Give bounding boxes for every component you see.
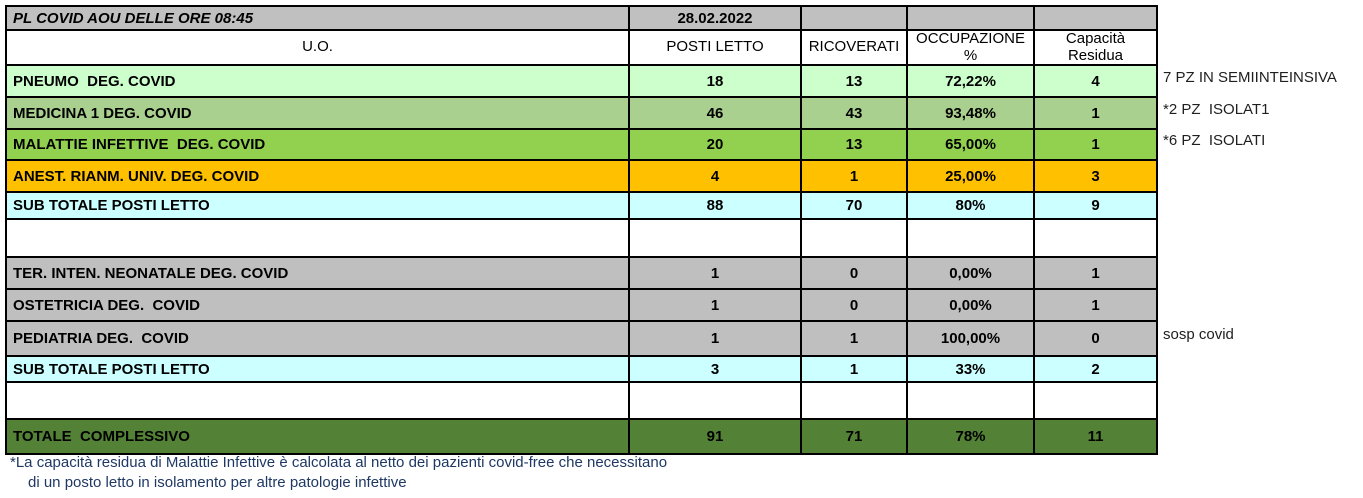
report-title: PL COVID AOU DELLE ORE 08:45 — [5, 5, 630, 31]
table-row-pneumo: PNEUMO DEG. COVID 18 13 72,22% 4 — [5, 64, 1158, 98]
col-header-capacita-residua: Capacità Residua — [1033, 29, 1158, 66]
spacer-row — [5, 381, 1158, 420]
ricoverati-value: 1 — [800, 159, 908, 193]
table-row-totale: TOTALE COMPLESSIVO 91 71 78% 11 — [5, 418, 1158, 455]
footnote: *La capacità residua di Malattie Infetti… — [10, 453, 667, 493]
col-header-ricoverati: RICOVERATI — [800, 29, 908, 66]
uo-label: PNEUMO DEG. COVID — [5, 64, 630, 98]
title-spacer-cell — [800, 5, 908, 31]
posti-letto-value: 88 — [628, 191, 802, 220]
uo-label: ANEST. RIANM. UNIV. DEG. COVID — [5, 159, 630, 193]
annotation-medicina: *2 PZ ISOLAT1 — [1163, 100, 1270, 118]
posti-letto-value: 1 — [628, 320, 802, 357]
annotation-pediatria: sosp covid — [1163, 326, 1234, 343]
capacita-residua-value: 2 — [1033, 355, 1158, 383]
posti-letto-value: 46 — [628, 96, 802, 130]
col-header-occupazione: OCCUPAZIONE % — [906, 29, 1035, 66]
posti-letto-value: 1 — [628, 256, 802, 290]
uo-label: MALATTIE INFETTIVE DEG. COVID — [5, 128, 630, 161]
capacita-residua-value: 9 — [1033, 191, 1158, 220]
occupazione-value: 72,22% — [906, 64, 1035, 98]
occupazione-value: 0,00% — [906, 256, 1035, 290]
uo-label: PEDIATRIA DEG. COVID — [5, 320, 630, 357]
ricoverati-value: 1 — [800, 320, 908, 357]
ricoverati-value: 0 — [800, 288, 908, 322]
ricoverati-value: 43 — [800, 96, 908, 130]
table-row-malattie: MALATTIE INFETTIVE DEG. COVID 20 13 65,0… — [5, 128, 1158, 161]
capacita-residua-value: 11 — [1033, 418, 1158, 455]
uo-label: TOTALE COMPLESSIVO — [5, 418, 630, 455]
table-row-subtotale-2: SUB TOTALE POSTI LETTO 3 1 33% 2 — [5, 355, 1158, 383]
table-row-medicina: MEDICINA 1 DEG. COVID 46 43 93,48% 1 — [5, 96, 1158, 130]
annotation-pneumo: 7 PZ IN SEMIINTEINSIVA — [1163, 68, 1337, 86]
occupazione-value: 65,00% — [906, 128, 1035, 161]
title-spacer-cell — [906, 5, 1035, 31]
occupazione-value: 0,00% — [906, 288, 1035, 322]
footnote-line-1: *La capacità residua di Malattie Infetti… — [10, 454, 668, 471]
table-row-anest: ANEST. RIANM. UNIV. DEG. COVID 4 1 25,00… — [5, 159, 1158, 193]
table-row-pediatria: PEDIATRIA DEG. COVID 1 1 100,00% 0 — [5, 320, 1158, 357]
ricoverati-value: 1 — [800, 355, 908, 383]
posti-letto-value: 1 — [628, 288, 802, 322]
annotation-malattie: *6 PZ ISOLATI — [1163, 132, 1266, 149]
uo-label: TER. INTEN. NEONATALE DEG. COVID — [5, 256, 630, 290]
ricoverati-value: 70 — [800, 191, 908, 220]
occupazione-value: 93,48% — [906, 96, 1035, 130]
posti-letto-value: 18 — [628, 64, 802, 98]
covid-bed-table: PL COVID AOU DELLE ORE 08:45 28.02.2022 … — [5, 5, 1158, 455]
ricoverati-value: 13 — [800, 64, 908, 98]
occupazione-value: 100,00% — [906, 320, 1035, 357]
uo-label: OSTETRICIA DEG. COVID — [5, 288, 630, 322]
capacita-residua-value: 1 — [1033, 288, 1158, 322]
posti-letto-value: 20 — [628, 128, 802, 161]
uo-label: SUB TOTALE POSTI LETTO — [5, 355, 630, 383]
posti-letto-value: 4 — [628, 159, 802, 193]
col-header-posti-letto: POSTI LETTO — [628, 29, 802, 66]
ricoverati-value: 0 — [800, 256, 908, 290]
occupazione-value: 78% — [906, 418, 1035, 455]
column-header-row: U.O. POSTI LETTO RICOVERATI OCCUPAZIONE … — [5, 29, 1158, 66]
col-header-uo: U.O. — [5, 29, 630, 66]
table-row-ostetricia: OSTETRICIA DEG. COVID 1 0 0,00% 1 — [5, 288, 1158, 322]
spacer-row — [5, 218, 1158, 258]
occupazione-value: 25,00% — [906, 159, 1035, 193]
occupazione-value: 80% — [906, 191, 1035, 220]
capacita-residua-value: 1 — [1033, 256, 1158, 290]
capacita-residua-value: 1 — [1033, 128, 1158, 161]
capacita-residua-value: 0 — [1033, 320, 1158, 357]
table-row-ter-neonatale: TER. INTEN. NEONATALE DEG. COVID 1 0 0,0… — [5, 256, 1158, 290]
capacita-residua-value: 1 — [1033, 96, 1158, 130]
title-row: PL COVID AOU DELLE ORE 08:45 28.02.2022 — [5, 5, 1158, 31]
posti-letto-value: 3 — [628, 355, 802, 383]
uo-label: MEDICINA 1 DEG. COVID — [5, 96, 630, 130]
occupazione-value: 33% — [906, 355, 1035, 383]
capacita-residua-value: 3 — [1033, 159, 1158, 193]
uo-label: SUB TOTALE POSTI LETTO — [5, 191, 630, 220]
title-spacer-cell — [1033, 5, 1158, 31]
capacita-residua-value: 4 — [1033, 64, 1158, 98]
posti-letto-value: 91 — [628, 418, 802, 455]
ricoverati-value: 13 — [800, 128, 908, 161]
report-date: 28.02.2022 — [628, 5, 802, 31]
ricoverati-value: 71 — [800, 418, 908, 455]
footnote-line-2: di un posto letto in isolamento per altr… — [28, 474, 407, 491]
table-row-subtotale-1: SUB TOTALE POSTI LETTO 88 70 80% 9 — [5, 191, 1158, 220]
